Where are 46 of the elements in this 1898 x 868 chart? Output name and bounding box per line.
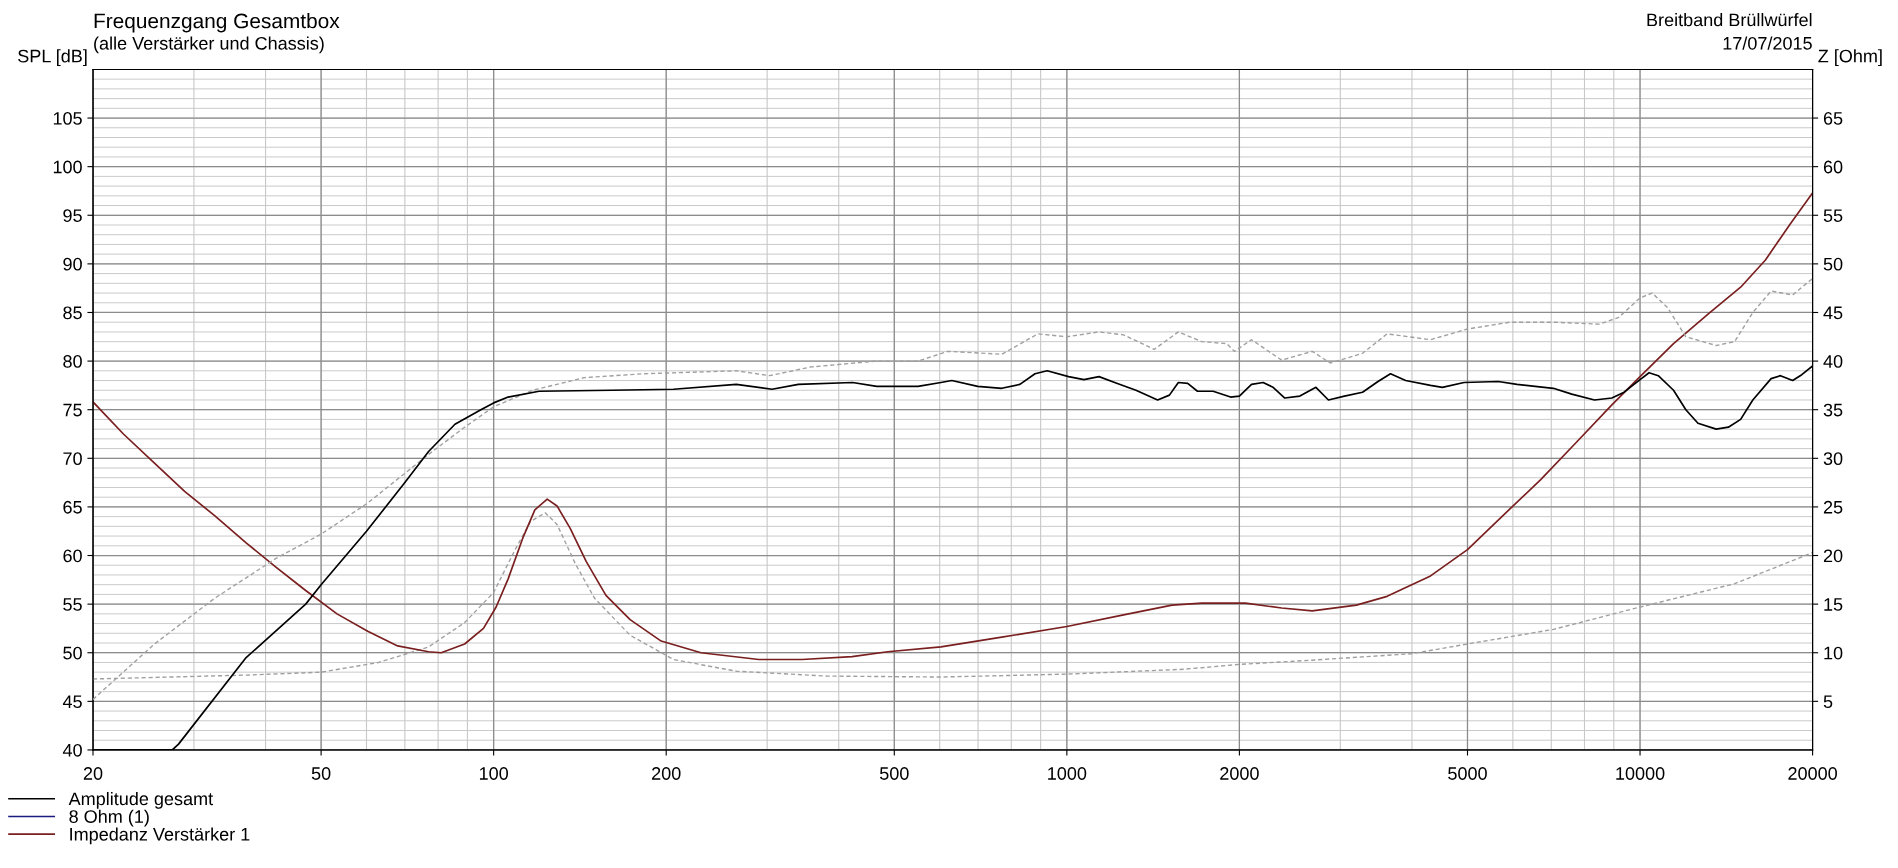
x-tick-label: 10000	[1616, 767, 1665, 780]
y2-tick-label: 40	[1823, 355, 1843, 368]
y-tick-label: 105	[53, 111, 82, 125]
text: Breitband Brüllwürfel	[1647, 13, 1812, 27]
y2-tick-label: 55	[1823, 209, 1843, 222]
y2-tick-label: 35	[1823, 403, 1843, 417]
y-tick-label: 85	[63, 306, 82, 320]
chart-subtitle: (alle Verstärker und Chassis)	[94, 36, 324, 54]
x-tick-label: 200	[652, 767, 681, 780]
chart-title: Frequenzgang Gesamtbox	[94, 13, 340, 33]
y-tick-label: 55	[63, 598, 82, 611]
y-tick-label: 60	[63, 549, 82, 563]
y2-tick-label: 5	[1823, 695, 1833, 709]
text: 17/07/2015	[1723, 36, 1812, 50]
y-tick-label: 45	[62, 695, 82, 709]
y2-tick-label: 50	[1823, 257, 1843, 271]
y-tick-label: 80	[63, 355, 82, 368]
y2-tick-label: 15	[1824, 598, 1843, 611]
y-axis-title: SPL [dB]	[18, 49, 87, 67]
y2-tick-label: 25	[1823, 500, 1843, 514]
x-tick-label: 500	[879, 767, 909, 780]
y-tick-label: 100	[53, 160, 82, 174]
y-tick-label: 65	[63, 500, 82, 514]
y2-tick-label: 20	[1823, 549, 1843, 563]
y-tick-label: 75	[63, 403, 82, 417]
legend-label: Impedanz Verstärker 1	[70, 827, 250, 845]
y2-tick-label: 60	[1823, 160, 1843, 174]
y2-tick-label: 10	[1824, 646, 1843, 660]
x-tick-label: 5000	[1448, 767, 1487, 780]
y2-tick-label: 45	[1823, 306, 1843, 320]
x-tick-label: 1000	[1048, 767, 1087, 780]
x-tick-label: 20000	[1788, 767, 1837, 780]
y-tick-label: 50	[63, 646, 82, 660]
y2-tick-label: 65	[1823, 111, 1843, 125]
y2-axis-title: Z [Ohm]	[1818, 49, 1882, 67]
y-tick-label: 70	[63, 452, 82, 466]
y-tick-label: 90	[63, 257, 82, 271]
x-tick-label: 2000	[1220, 767, 1259, 780]
y-tick-label: 40	[62, 743, 82, 757]
x-tick-label: 50	[311, 767, 331, 780]
y2-tick-label: 30	[1823, 452, 1843, 466]
legend-label: 8 Ohm (1)	[69, 809, 149, 827]
legend-label: Amplitude gesamt	[68, 791, 213, 809]
x-tick-label: 20	[83, 767, 103, 780]
y-tick-label: 95	[63, 209, 82, 222]
x-tick-label: 100	[479, 767, 509, 780]
